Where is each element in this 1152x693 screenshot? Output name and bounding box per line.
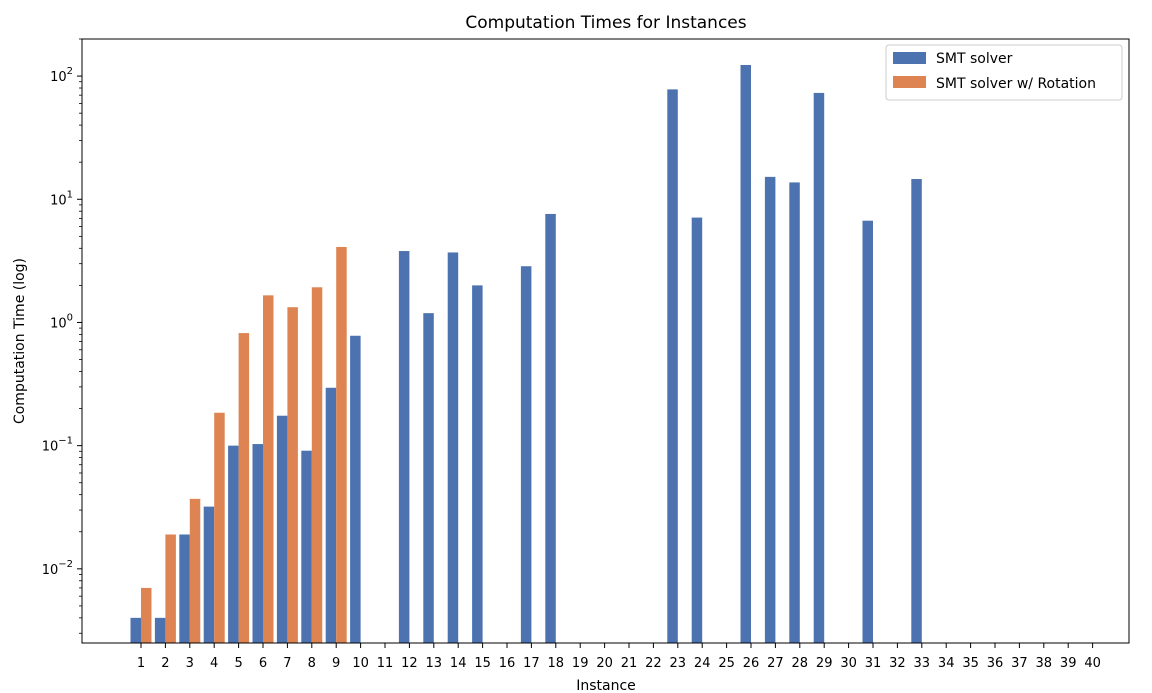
x-tick-label: 23: [670, 656, 687, 671]
bar-smt-2: [154, 617, 166, 643]
legend-frame: [885, 44, 1123, 101]
y-tick-label: 10−1: [42, 436, 73, 455]
bar-smt-3: [179, 534, 190, 643]
bar-smt-27: [764, 176, 776, 643]
bar-smt-26: [740, 65, 751, 643]
bar-smt-9: [325, 387, 337, 643]
x-tick-label: 28: [792, 656, 809, 671]
bar-rotation-1: [141, 587, 152, 643]
bar-smt-10: [350, 335, 361, 643]
y-tick-label: 100: [50, 312, 73, 331]
x-tick-label: 4: [210, 656, 218, 671]
y-axis-label: Computation Time (log): [12, 258, 28, 424]
x-tick-label: 29: [816, 656, 833, 671]
bar-smt-14: [447, 252, 459, 643]
x-tick-label: 11: [377, 656, 394, 671]
bar-smt-4: [203, 506, 215, 643]
bar-smt-23: [667, 89, 678, 643]
bar-rotation-8: [311, 287, 323, 643]
x-tick-label: 3: [186, 656, 194, 671]
x-tick-label: 15: [474, 656, 491, 671]
bar-smt-18: [545, 213, 556, 643]
bar-smt-8: [301, 450, 312, 643]
x-tick-label: 32: [889, 656, 906, 671]
legend-label-smt: SMT solver: [936, 51, 1013, 67]
legend-label-rotation: SMT solver w/ Rotation: [936, 76, 1096, 92]
bar-smt-5: [228, 445, 239, 643]
x-tick-label: 13: [426, 656, 443, 671]
x-tick-label: 2: [161, 656, 169, 671]
x-tick-label: 38: [1036, 656, 1053, 671]
x-tick-label: 37: [1011, 656, 1028, 671]
x-tick-label: 36: [987, 656, 1004, 671]
x-tick-label: 16: [499, 656, 516, 671]
bar-smt-15: [472, 285, 483, 643]
legend: SMT solver SMT solver w/ Rotation: [885, 44, 1123, 101]
x-tick-label: 21: [621, 656, 638, 671]
chart-title: Computation Times for Instances: [465, 13, 746, 33]
x-tick-label: 17: [523, 656, 540, 671]
x-tick-label: 7: [283, 656, 291, 671]
x-tick-label: 14: [450, 656, 467, 671]
bar-rotation-4: [214, 412, 225, 643]
x-tick-label: 27: [767, 656, 784, 671]
bar-rotation-7: [287, 307, 298, 643]
x-tick-label: 33: [914, 656, 931, 671]
legend-swatch-smt: [893, 52, 926, 64]
y-tick-label: 10−2: [42, 559, 73, 578]
x-axis-label: Instance: [576, 678, 636, 693]
bar-smt-7: [276, 415, 288, 643]
x-tick-label: 34: [938, 656, 955, 671]
y-tick-label: 101: [50, 189, 73, 208]
y-tick-label: 102: [50, 66, 73, 85]
legend-swatch-rotation: [893, 76, 926, 88]
bar-smt-28: [789, 182, 800, 643]
bar-rotation-5: [238, 333, 250, 643]
bar-smt-12: [398, 251, 410, 644]
x-tick-label: 25: [718, 656, 735, 671]
bar-smt-17: [520, 266, 532, 643]
x-tick-label: 22: [645, 656, 662, 671]
x-axis: 1 2 3 4 5 6 7 8 9 10 11 12 13 14 15 16 17 18 19 20 21 22 23 24 2…: [137, 643, 1101, 671]
bar-smt-13: [423, 313, 434, 643]
x-tick-label: 31: [865, 656, 882, 671]
bar-smt-31: [862, 220, 873, 643]
x-tick-label: 24: [694, 656, 711, 671]
bar-smt-33: [911, 179, 922, 643]
x-tick-label: 19: [572, 656, 589, 671]
bar-smt-29: [813, 92, 825, 644]
bar-rotation-9: [336, 246, 347, 643]
x-tick-label: 6: [259, 656, 267, 671]
bar-smt-6: [252, 444, 263, 643]
x-tick-label: 5: [234, 656, 242, 671]
bars-layer: [130, 65, 922, 644]
x-tick-label: 1: [137, 656, 145, 671]
bar-rotation-6: [263, 295, 274, 643]
bar-smt-1: [130, 617, 141, 643]
x-tick-label: 8: [308, 656, 316, 671]
bar-rotation-2: [165, 534, 176, 643]
plot-frame: [81, 38, 1130, 644]
x-tick-label: 39: [1060, 656, 1077, 671]
bar-smt-24: [691, 217, 703, 643]
x-tick-label: 10: [352, 656, 369, 671]
y-axis: 10−2 10−1 100 101 102: [42, 38, 82, 634]
x-tick-label: 20: [596, 656, 613, 671]
x-tick-label: 9: [332, 656, 340, 671]
x-tick-label: 35: [962, 656, 979, 671]
x-tick-label: 18: [548, 656, 565, 671]
x-tick-label: 40: [1084, 656, 1101, 671]
bar-rotation-3: [189, 498, 201, 643]
x-tick-label: 26: [743, 656, 760, 671]
x-tick-label: 12: [401, 656, 418, 671]
x-tick-label: 30: [840, 656, 857, 671]
